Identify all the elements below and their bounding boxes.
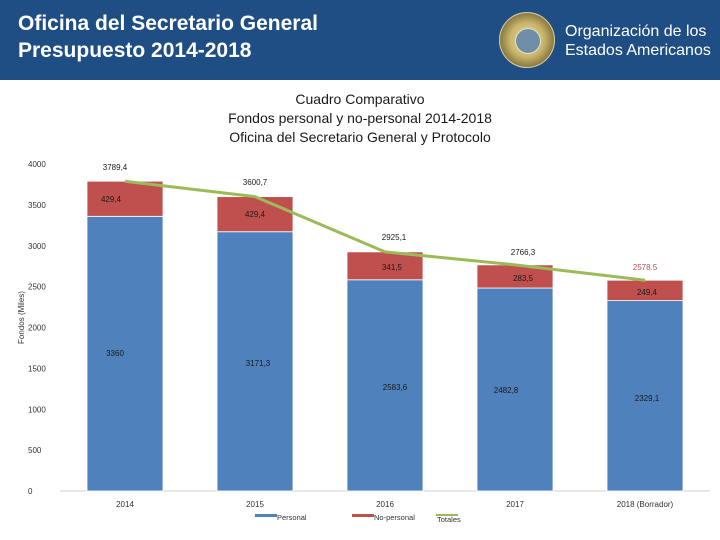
chart-title-line-1: Cuadro Comparativo — [295, 91, 425, 107]
legend-swatch-personal — [255, 514, 277, 517]
x-tick-label: 2017 — [506, 500, 524, 509]
y-axis-title: Fondos (Miles) — [17, 291, 26, 344]
data-label-no-personal: 429,4 — [245, 210, 266, 219]
y-tick-label: 2000 — [28, 324, 46, 333]
bar-personal-2014 — [86, 215, 164, 492]
totales-line — [124, 179, 646, 282]
bar-no-personal-2015 — [216, 196, 294, 233]
x-tick-label: 2016 — [376, 500, 394, 509]
bar-no-personal-2014 — [86, 180, 164, 217]
data-label-no-personal: 283,5 — [513, 274, 534, 283]
data-label-personal: 3171,3 — [246, 359, 271, 368]
data-label-totales: 2766,3 — [511, 248, 536, 257]
y-tick-label: 3000 — [28, 242, 46, 251]
org-name-line-1: Organización de los — [565, 23, 707, 40]
bar-personal-2016 — [346, 279, 424, 492]
data-label-no-personal: 429,4 — [101, 195, 122, 204]
y-tick-label: 4000 — [28, 160, 46, 169]
x-tick-label: 2018 (Borrador) — [617, 500, 674, 509]
legend-label: No-personal — [374, 513, 415, 522]
chart-title: Cuadro Comparativo Fondos personal y no-… — [150, 90, 570, 147]
data-label-totales: 2578.5 — [633, 263, 658, 272]
y-tick-label: 0 — [28, 487, 33, 496]
oas-seal-icon — [499, 12, 555, 68]
data-label-no-personal: 341,5 — [382, 263, 403, 272]
bar-personal-2018 — [606, 300, 684, 492]
page-title-line-1: Oficina del Secretario General — [18, 12, 318, 35]
y-tick-label: 2500 — [28, 283, 46, 292]
legend-label: Personal — [277, 513, 307, 522]
chart-title-line-3: Oficina del Secretario General y Protoco… — [229, 129, 491, 145]
y-tick-label: 3500 — [28, 201, 46, 210]
data-label-personal: 2583,6 — [383, 383, 408, 392]
page-title-line-2: Presupuesto 2014-2018 — [18, 39, 252, 62]
x-tick-label: 2014 — [116, 500, 134, 509]
data-label-personal: 2482,8 — [494, 386, 519, 395]
x-tick-label: 2015 — [246, 500, 264, 509]
page-title: Oficina del Secretario General Presupues… — [18, 10, 318, 64]
header-banner: Oficina del Secretario General Presupues… — [0, 0, 720, 80]
data-label-personal: 3360 — [106, 349, 124, 358]
bar-personal-2017 — [476, 287, 554, 492]
legend-swatch-no-personal — [352, 514, 374, 517]
data-label-no-personal: 249,4 — [637, 288, 658, 297]
bar-no-personal-2016 — [346, 251, 424, 281]
data-label-totales: 2925,1 — [382, 233, 407, 242]
y-tick-label: 1000 — [28, 405, 46, 414]
data-label-totales: 3789,4 — [103, 163, 128, 172]
y-tick-label: 500 — [28, 446, 42, 455]
chart-title-line-2: Fondos personal y no-personal 2014-2018 — [228, 110, 492, 126]
y-tick-label: 1500 — [28, 364, 46, 373]
data-label-totales: 3600,7 — [243, 178, 268, 187]
org-name-line-2: Estados Americanos — [565, 42, 711, 59]
legend-label: Totales — [437, 515, 461, 524]
bar-personal-2015 — [216, 231, 294, 492]
organization-name: Organización de los Estados Americanos — [565, 22, 711, 60]
stacked-bar-chart: 0 500 1000 1500 2000 2500 3000 3500 4000 Fondos (… — [17, 160, 710, 524]
data-label-personal: 2329,1 — [635, 394, 660, 403]
bar-no-personal-2018 — [606, 279, 684, 301]
